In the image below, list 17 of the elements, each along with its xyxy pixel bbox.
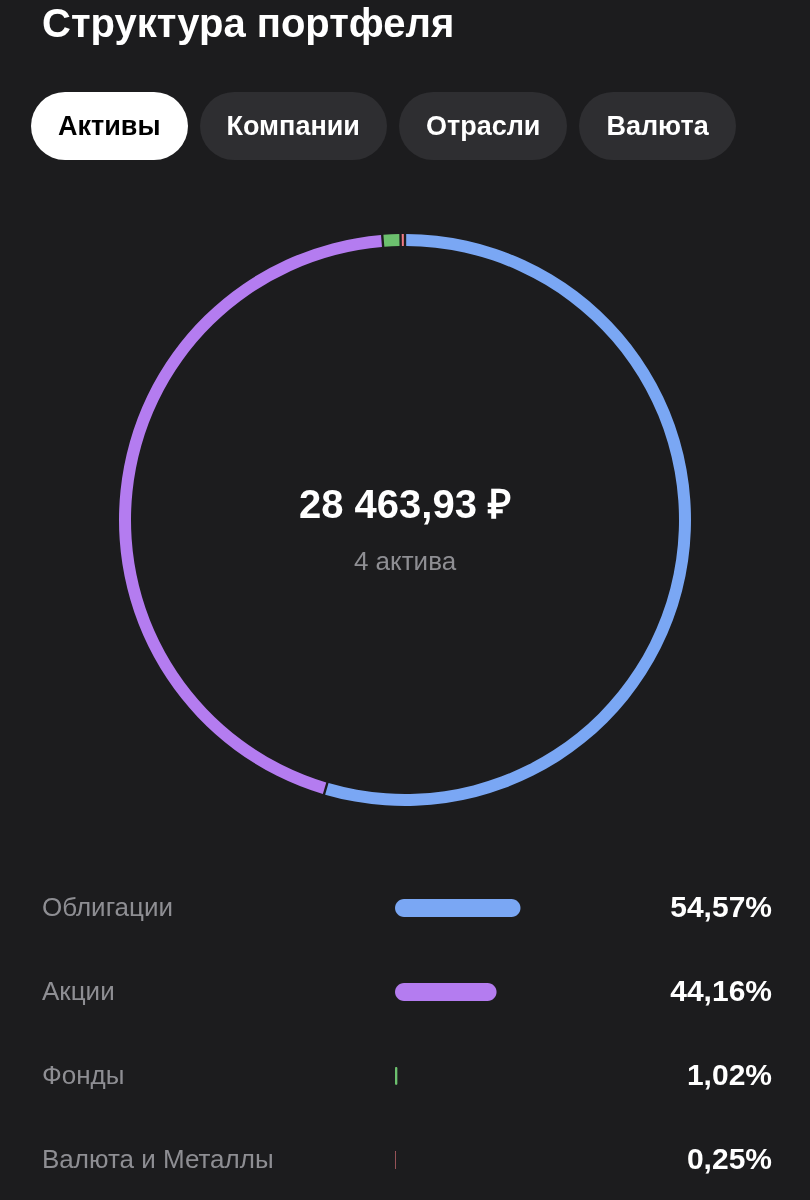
text: Активы xyxy=(31,92,188,160)
data-label: 54,57% xyxy=(670,890,772,923)
text: 28 463,93 ₽ xyxy=(298,482,512,526)
data-label: 0,25% xyxy=(686,1142,772,1175)
chart-title: Структура портфеля xyxy=(42,0,455,46)
text: Отрасли xyxy=(398,92,568,160)
bar xyxy=(395,983,497,1001)
text: 4 актива xyxy=(353,546,457,576)
text: Валюта xyxy=(579,92,736,160)
y-tick-label: Облигации xyxy=(42,892,173,922)
bar xyxy=(395,899,521,917)
y-tick-label: Валюта и Металлы xyxy=(42,1144,274,1174)
text: Компании xyxy=(199,92,387,160)
data-label: 44,16% xyxy=(670,974,772,1007)
data-label: 1,02% xyxy=(686,1058,772,1091)
y-tick-label: Фонды xyxy=(42,1060,125,1090)
y-tick-label: Акции xyxy=(42,976,115,1006)
